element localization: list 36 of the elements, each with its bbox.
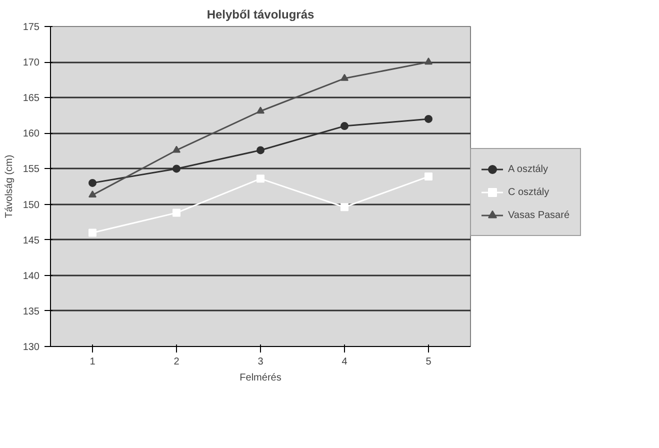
y-tick-label: 150 (22, 200, 40, 211)
point (256, 106, 264, 114)
x-tick-label: 1 (90, 356, 96, 368)
point (172, 164, 180, 173)
x-tick-label: 2 (174, 356, 180, 368)
point (424, 58, 432, 65)
y-tick-label: 135 (22, 306, 40, 318)
x-axis-title: Felmérés (240, 372, 282, 384)
legend-label: A osztály (508, 164, 548, 174)
y-tick-label: 130 (22, 342, 40, 353)
point (88, 228, 96, 237)
point (256, 146, 264, 154)
y-tick-label: 165 (22, 93, 40, 104)
point (256, 174, 264, 183)
x-tick-label: 3 (258, 356, 264, 368)
point (340, 74, 348, 81)
point (340, 203, 348, 212)
point (424, 172, 432, 181)
x-tick-label: 4 (342, 356, 348, 368)
legend-label: Vasas Pasaré (508, 210, 570, 220)
point (88, 190, 96, 198)
point (172, 208, 180, 217)
point (424, 114, 432, 123)
chart-title: Helyből távolugrás (206, 8, 315, 22)
y-tick-label: 170 (22, 58, 40, 69)
x-tick-label: 5 (426, 356, 432, 368)
y-tick-label: 175 (22, 22, 40, 33)
point (172, 146, 180, 153)
y-tick-label: 140 (22, 270, 40, 282)
y-axis-title: Távolság (cm) (4, 154, 15, 218)
y-tick-label: 160 (22, 128, 40, 140)
point (88, 178, 96, 187)
y-tick-label: 155 (22, 164, 40, 176)
legend-label: C osztály (508, 186, 550, 198)
point (340, 122, 348, 130)
y-tick-label: 145 (22, 235, 40, 246)
